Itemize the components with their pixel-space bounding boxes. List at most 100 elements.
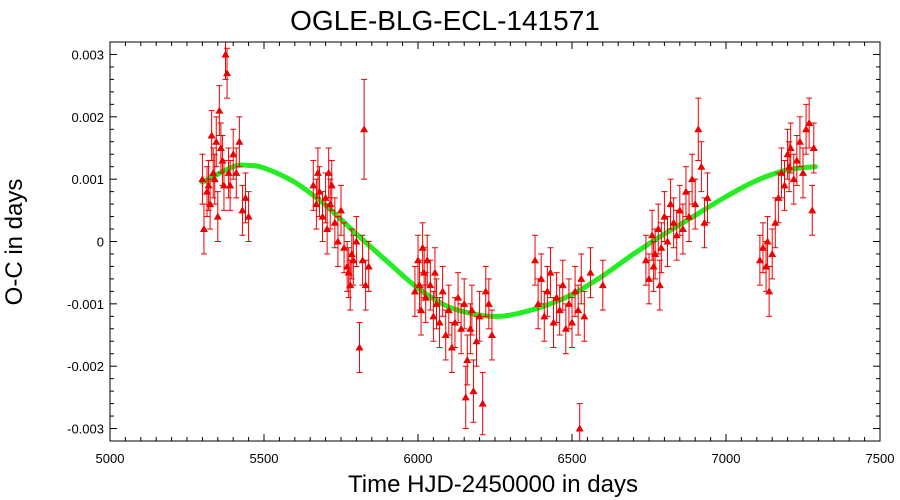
triangle-marker: [460, 299, 469, 307]
data-point: [337, 184, 345, 236]
triangle-marker: [324, 168, 333, 176]
data-point: [417, 284, 426, 336]
triangle-marker: [450, 318, 459, 326]
data-point: [423, 234, 432, 286]
data-point: [219, 159, 228, 211]
triangle-marker: [435, 318, 444, 326]
x-axis-label: Time HJD-2450000 in days: [348, 471, 638, 498]
triangle-marker: [765, 287, 774, 295]
data-point: [675, 184, 684, 236]
data-point: [755, 234, 764, 286]
triangle-marker: [223, 69, 232, 77]
triangle-marker: [598, 281, 607, 289]
triangle-marker: [461, 393, 470, 401]
data-point: [805, 97, 814, 149]
data-point: [333, 216, 342, 267]
data-point: [207, 110, 216, 161]
data-point: [460, 278, 469, 330]
data-point: [454, 272, 463, 324]
triangle-marker: [669, 218, 678, 226]
triangle-marker: [774, 193, 783, 201]
data-point: [758, 222, 767, 274]
triangle-marker: [789, 175, 798, 183]
triangle-marker: [641, 256, 650, 264]
triangle-marker: [323, 225, 332, 233]
triangle-marker: [349, 256, 358, 264]
data-point: [441, 309, 450, 361]
triangle-marker: [358, 256, 367, 264]
triangle-marker: [238, 206, 247, 214]
data-point: [571, 265, 580, 317]
triangle-marker: [364, 262, 373, 270]
data-point: [691, 178, 700, 230]
data-point: [777, 147, 786, 199]
data-point: [694, 97, 703, 161]
triangle-marker: [318, 212, 327, 220]
triangle-marker: [802, 125, 811, 133]
triangle-marker: [210, 175, 219, 183]
triangle-marker: [688, 175, 697, 183]
data-point: [432, 278, 441, 330]
triangle-marker: [444, 306, 453, 314]
data-point: [641, 234, 650, 286]
triangle-marker: [438, 287, 447, 295]
x-tick-label: 7000: [712, 451, 741, 466]
triangle-marker: [580, 312, 589, 320]
triangle-marker: [432, 299, 441, 307]
triangle-marker: [309, 181, 318, 189]
triangle-marker: [657, 243, 666, 251]
triangle-marker: [463, 355, 472, 363]
triangle-marker: [786, 143, 795, 151]
triangle-marker: [219, 181, 228, 189]
data-point: [657, 222, 666, 274]
data-point: [410, 265, 419, 317]
triangle-marker: [805, 119, 814, 127]
triangle-marker: [330, 218, 339, 226]
triangle-marker: [771, 218, 780, 226]
data-point: [531, 234, 540, 286]
data-point: [352, 216, 361, 267]
y-axis-label: O-C in days: [1, 179, 28, 306]
triangle-marker: [808, 206, 817, 214]
triangle-marker: [537, 274, 546, 282]
data-point: [438, 265, 447, 317]
triangle-marker: [352, 237, 361, 245]
data-point: [484, 278, 493, 330]
triangle-marker: [315, 187, 324, 195]
triangle-marker: [564, 299, 573, 307]
data-point: [654, 203, 663, 255]
triangle-marker: [410, 287, 419, 295]
triangle-marker: [795, 137, 804, 145]
axes: 5000 5500 6000 6500 7000 7500 -0.003 -0.002 -0.0…: [67, 41, 894, 466]
y-tick-label: -0.002: [67, 359, 104, 374]
data-point: [768, 228, 777, 280]
triangle-marker: [454, 293, 463, 301]
triangle-marker: [467, 306, 476, 314]
triangle-marker: [672, 231, 681, 239]
triangle-marker: [574, 306, 583, 314]
data-point: [577, 253, 586, 305]
data-point: [467, 284, 476, 336]
triangle-marker: [568, 318, 576, 326]
triangle-marker: [447, 343, 456, 351]
triangle-marker: [206, 200, 215, 208]
triangle-marker: [534, 299, 543, 307]
data-point: [799, 147, 807, 199]
triangle-marker: [457, 324, 466, 332]
triangle-marker: [571, 287, 580, 295]
data-point: [358, 234, 367, 286]
triangle-marker: [472, 337, 481, 345]
triangle-marker: [555, 306, 564, 314]
triangle-marker: [654, 225, 663, 233]
data-point: [461, 365, 470, 430]
y-tick-label: -0.001: [67, 297, 104, 312]
triangle-marker: [552, 293, 561, 301]
data-point: [478, 371, 487, 436]
triangle-marker: [651, 249, 660, 257]
triangle-marker: [558, 281, 567, 289]
y-tick-label: 0.002: [71, 110, 104, 125]
triangle-marker: [333, 237, 342, 245]
triangle-marker: [540, 312, 549, 320]
triangle-marker: [809, 143, 818, 151]
